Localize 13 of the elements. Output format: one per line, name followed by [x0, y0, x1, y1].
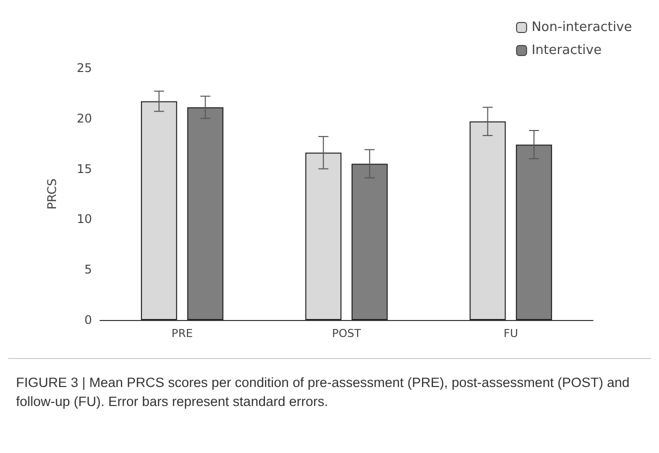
y-tick-label: 10: [76, 212, 92, 226]
x-tick-label: FU: [504, 327, 518, 340]
x-tick-label: POST: [332, 327, 362, 340]
legend-label: Interactive: [532, 43, 602, 58]
legend-label: Non-interactive: [532, 20, 632, 35]
y-tick-label: 20: [76, 111, 92, 126]
y-axis-title: PRCS: [45, 178, 59, 210]
caption: FIGURE 3 | Mean PRCS scores per condition of pre-assessment (PRE), post-assessment (POST) and follow-up (FU). Error bars represent standard errors.: [15, 374, 630, 411]
y-tick-label: 0: [84, 313, 92, 327]
y-tick-label: 5: [84, 262, 92, 277]
y-tick-label: 25: [76, 61, 92, 75]
x-tick-label: PRE: [172, 327, 193, 340]
y-tick-label: 15: [76, 162, 92, 176]
